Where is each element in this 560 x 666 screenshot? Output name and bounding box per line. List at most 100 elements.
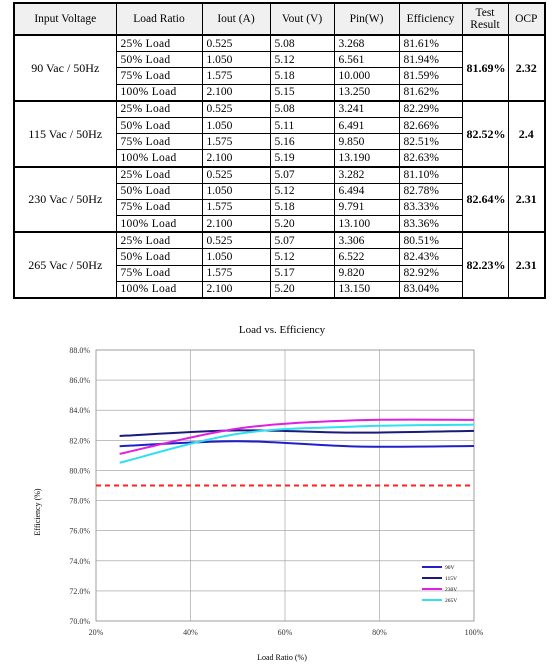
y-tick-label: 70.0%	[69, 617, 90, 626]
iout-cell: 0.525	[201, 99, 271, 118]
header-load-ratio: Load Ratio	[115, 2, 203, 36]
x-tick-label: 20%	[89, 628, 104, 637]
vout-cell: 5.16	[269, 133, 335, 151]
table-header-row: Input Voltage Load Ratio Iout (A) Vout (…	[13, 2, 546, 36]
pin-cell: 9.791	[333, 198, 400, 217]
load-ratio-cell: 100% Load	[115, 280, 203, 299]
x-tick-label: 40%	[183, 628, 198, 637]
x-axis-ticks: 20% 40% 60% 80% 100%	[89, 628, 484, 637]
x-axis-title: Load Ratio (%)	[257, 653, 307, 662]
header-test-result: Test Result	[461, 2, 509, 36]
vout-cell: 5.18	[269, 198, 335, 217]
y-tick-label: 72.0%	[69, 587, 90, 596]
series-group	[119, 418, 475, 464]
load-ratio-cell: 25% Load	[115, 231, 203, 250]
pin-cell: 9.820	[333, 264, 400, 282]
legend-label: 265V	[445, 598, 457, 604]
vout-cell: 5.08	[269, 99, 335, 118]
vout-cell: 5.20	[269, 280, 335, 299]
iout-cell: 2.100	[201, 280, 271, 299]
input-voltage-cell: 115 Vac / 50Hz	[13, 99, 117, 167]
header-efficiency: Efficiency	[398, 2, 463, 36]
iout-cell: 1.575	[201, 264, 271, 282]
legend-label: 230V	[445, 587, 457, 593]
y-tick-label: 74.0%	[69, 557, 90, 566]
pin-cell: 13.190	[333, 149, 400, 167]
pin-cell: 3.282	[333, 165, 400, 184]
chart-title: Load vs. Efficiency	[239, 324, 326, 336]
vout-cell: 5.20	[269, 215, 335, 233]
y-axis-ticks: 70.0% 72.0% 74.0% 76.0% 78.0% 80.0% 82.0% 84.0%…	[69, 346, 90, 626]
table-row: 75% Load 1.575 5.16 9.850 82.51%	[14, 133, 545, 151]
iout-cell: 2.100	[201, 83, 271, 102]
x-tick-label: 80%	[372, 628, 387, 637]
ocp-cell: 2.32	[507, 34, 546, 102]
load-ratio-cell: 100% Load	[115, 215, 203, 233]
vout-cell: 5.12	[269, 182, 335, 200]
ocp-cell: 2.31	[507, 165, 546, 233]
iout-cell: 1.575	[201, 133, 271, 151]
load-ratio-cell: 75% Load	[115, 198, 203, 217]
table-row: 50% Load 1.050 5.11 6.491 82.66%	[14, 116, 545, 135]
iout-cell: 1.050	[201, 182, 271, 200]
load-ratio-cell: 25% Load	[115, 165, 203, 184]
vout-cell: 5.12	[269, 51, 335, 69]
table-row: 115 Vac / 50Hz 25% Load 0.525 5.08 3.241 82.2…	[13, 99, 546, 167]
pin-cell: 3.306	[333, 231, 400, 250]
y-tick-label: 78.0%	[69, 497, 90, 506]
efficiency-cell: 82.63%	[398, 149, 463, 167]
header-ocp: OCP	[507, 2, 546, 36]
vout-cell: 5.07	[269, 165, 335, 184]
x-tick-label: 60%	[278, 628, 293, 637]
header-input-voltage: Input Voltage	[13, 2, 117, 36]
y-tick-label: 82.0%	[69, 436, 90, 445]
load-ratio-cell: 50% Load	[115, 51, 203, 69]
efficiency-cell: 83.36%	[398, 215, 463, 233]
y-tick-label: 84.0%	[69, 406, 90, 415]
vout-cell: 5.08	[269, 34, 335, 53]
legend-label: 90V	[445, 565, 455, 571]
header-iout: Iout (A)	[201, 2, 271, 36]
vout-cell: 5.18	[269, 67, 335, 85]
header-pin: Pin(W)	[333, 2, 400, 36]
efficiency-cell: 82.43%	[398, 248, 463, 266]
efficiency-cell: 82.51%	[398, 133, 463, 151]
ocp-cell: 2.4	[507, 99, 546, 167]
table-body: 90 Vac / 50Hz 25% Load 0.525 5.08 3.268 81.61…	[13, 34, 546, 299]
pin-cell: 3.241	[333, 99, 400, 118]
pin-cell: 6.491	[333, 116, 400, 135]
efficiency-cell: 82.29%	[398, 99, 463, 118]
efficiency-cell: 81.62%	[398, 83, 463, 102]
vout-cell: 5.19	[269, 149, 335, 167]
iout-cell: 1.050	[201, 116, 271, 135]
efficiency-table-container: Input Voltage Load Ratio Iout (A) Vout (…	[13, 2, 546, 299]
pin-cell: 13.100	[333, 215, 400, 233]
iout-cell: 2.100	[201, 215, 271, 233]
chart-legend: 90V 115V 230V 265V	[422, 565, 457, 604]
pin-cell: 13.150	[333, 280, 400, 299]
series-line-115v	[119, 429, 475, 437]
load-ratio-cell: 75% Load	[115, 133, 203, 151]
input-voltage-cell: 90 Vac / 50Hz	[13, 34, 117, 102]
load-ratio-cell: 100% Load	[115, 149, 203, 167]
table-row: 265 Vac / 50Hz 25% Load 0.525 5.07 3.306 80.5…	[13, 231, 546, 299]
iout-cell: 1.050	[201, 51, 271, 69]
table-row: 75% Load 1.575 5.18 9.791 83.33%	[14, 198, 545, 217]
table-row: 230 Vac / 50Hz 25% Load 0.525 5.07 3.282 81.1…	[13, 165, 546, 233]
efficiency-cell: 82.92%	[398, 264, 463, 282]
pin-cell: 10.000	[333, 67, 400, 85]
series-line-90v	[119, 440, 475, 448]
pin-cell: 6.494	[333, 182, 400, 200]
header-vout: Vout (V)	[269, 2, 335, 36]
load-ratio-cell: 25% Load	[115, 34, 203, 53]
table-row: 90 Vac / 50Hz 25% Load 0.525 5.08 3.268 81.61…	[13, 34, 546, 102]
chart-container: Load vs. Efficiency 70.0% 72.0% 74.0% 76.0%…	[0, 312, 560, 666]
pin-cell: 13.250	[333, 83, 400, 102]
x-tick-label: 100%	[465, 628, 484, 637]
y-tick-label: 86.0%	[69, 376, 90, 385]
table-row: 75% Load 1.575 5.18 10.000 81.59%	[14, 67, 545, 85]
pin-cell: 9.850	[333, 133, 400, 151]
vout-cell: 5.15	[269, 83, 335, 102]
table-row: 50% Load 1.050 5.12 6.522 82.43%	[14, 248, 545, 266]
load-ratio-cell: 50% Load	[115, 248, 203, 266]
